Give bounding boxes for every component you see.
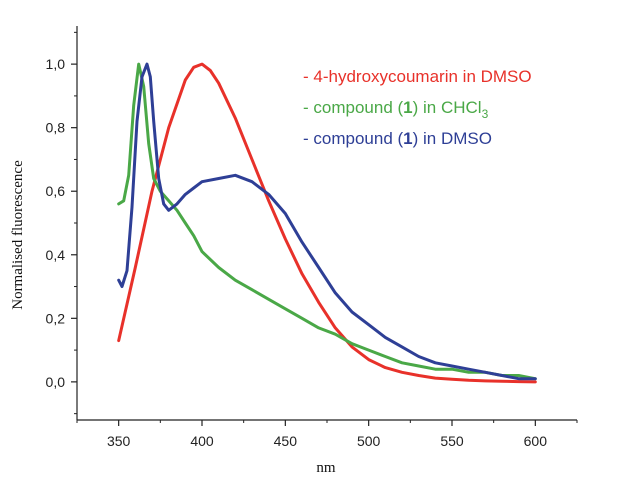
axis-ticks: 350 400 450 500 550 600 0,0 0,2 0,4 0,6 0,8 1,0	[46, 31, 578, 449]
series-line-1	[117, 62, 537, 384]
y-axis-label: Normalised fluorescence	[10, 160, 26, 310]
y-tick-label: 0,8	[46, 120, 66, 136]
x-tick-label: 350	[107, 433, 131, 449]
y-tick-label: 0,4	[46, 247, 66, 263]
x-tick-label: 400	[190, 433, 214, 449]
legend: - 4-hydroxycoumarin in DMSO - compound (1…	[303, 67, 532, 148]
y-tick-label: 1,0	[46, 56, 66, 72]
x-tick-label: 550	[440, 433, 464, 449]
legend-entry-3: - compound (1) in DMSO	[303, 129, 492, 148]
y-tick-label: 0,6	[46, 183, 66, 199]
series-layer	[117, 62, 537, 384]
x-tick-label: 600	[524, 433, 548, 449]
x-tick-label: 450	[274, 433, 298, 449]
legend-entry-2: - compound (1) in CHCl3	[303, 98, 489, 121]
x-axis-label: nm	[316, 460, 336, 476]
y-tick-label: 0,0	[46, 374, 66, 390]
x-tick-label: 500	[357, 433, 381, 449]
y-tick-label: 0,2	[46, 310, 66, 326]
series-line-3	[117, 62, 537, 381]
legend-entry-1: - 4-hydroxycoumarin in DMSO	[303, 67, 532, 86]
series-line-2	[117, 62, 537, 381]
